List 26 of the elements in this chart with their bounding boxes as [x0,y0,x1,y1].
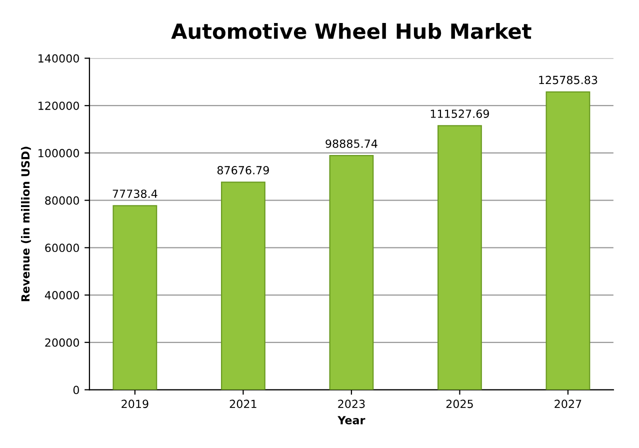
y-tick-label: 100000 [38,148,79,158]
data-label: 87676.79 [217,166,269,174]
bar [438,125,482,390]
bar [329,155,374,390]
y-tick-label: 40000 [44,291,79,300]
bar [220,182,266,390]
data-label: 98885.74 [326,139,378,148]
x-tick-label: 2023 [338,400,365,408]
y-axis-title: Revenue (in million USD) [21,146,31,302]
bar [546,91,590,390]
data-label: 125785.83 [539,76,598,84]
x-tick-label: 2027 [554,400,582,408]
y-tick-label: 20000 [45,338,79,347]
bar [112,205,158,390]
y-tick-label: 60000 [45,244,79,252]
y-tick-label: 140000 [38,54,79,63]
x-tick-label: 2019 [122,400,148,408]
x-axis-title: Year [338,416,366,424]
y-tick-label: 80000 [45,196,79,205]
y-tick-label: 120000 [38,102,79,110]
x-tick-label: 2021 [230,400,256,408]
x-tick-label: 2025 [446,400,473,408]
data-label: 77738.4 [112,190,158,198]
data-label: 111527.69 [430,110,489,118]
chart-title: Automotive Wheel Hub Market [171,22,532,40]
y-tick-label: 0 [73,386,79,394]
